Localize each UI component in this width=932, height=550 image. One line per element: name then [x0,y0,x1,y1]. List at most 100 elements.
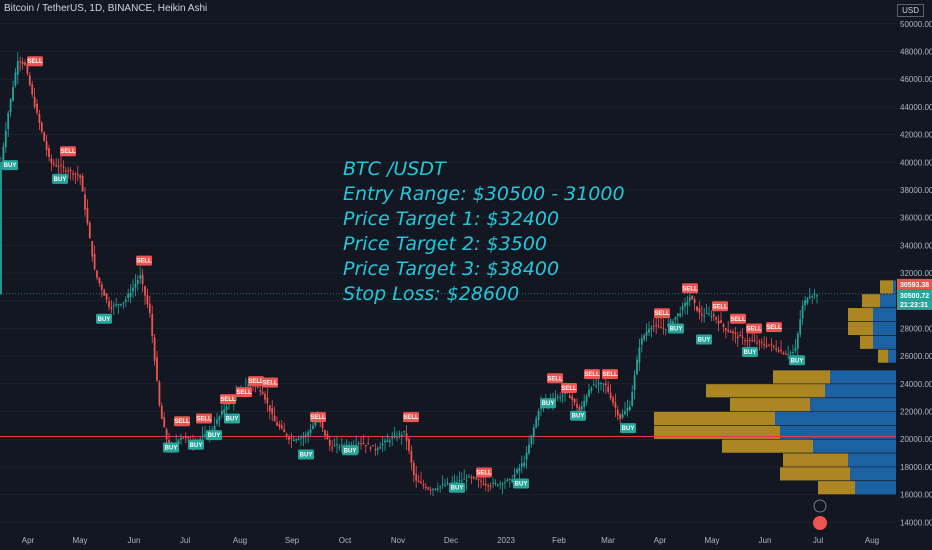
signal-label-box [547,373,563,384]
candle-body [465,480,468,482]
signal-label: SELL [236,390,252,396]
candle-body [398,433,401,435]
candle-body [568,395,571,399]
last-price-tag-box [897,289,932,310]
candle-body [348,444,350,446]
signal-label: BUY [542,401,555,407]
candle-body [132,287,134,292]
signal-label: SELL [654,311,670,317]
vp-buy-bar [780,467,850,481]
candle-body [261,391,264,395]
sell-signal: SELL [746,323,762,334]
candle-body [688,297,691,301]
candle-body [336,444,338,446]
candle-body [146,295,149,305]
candle-body [136,279,139,284]
y-tick-label: 34000.00 [900,241,932,250]
candle-body [580,406,583,410]
buy-signal: BUY [96,313,112,324]
candle-body [84,194,86,210]
candle-body [614,402,617,408]
candle-body [86,207,89,224]
signal-label: SELL [174,419,190,425]
vp-buy-bar [878,349,888,363]
signal-label-box [27,56,43,67]
sell-signal: SELL [248,376,264,387]
candle-body [376,448,379,451]
candle-body [804,300,806,306]
candle-body [2,146,5,164]
candle-body [55,165,58,167]
signal-label-box [668,323,684,334]
candle-body [561,395,564,397]
lightning-icon [813,499,827,513]
candle-body [537,411,540,420]
candle-body [108,301,110,307]
price-axis[interactable]: 14000.00 16000.00 18000.00 20000.00 22000.00… [900,20,932,527]
candle-body [494,482,497,484]
candle-body [309,429,312,433]
vp-sell-bar [775,411,896,426]
candle-body [201,435,204,438]
x-tick-label: Oct [339,536,352,545]
candle-body [26,63,29,74]
candle-body [379,447,382,449]
sell-signal: SELL [730,313,746,324]
candle-body [633,375,636,391]
candle-body [292,440,295,442]
sell-signal: SELL [682,283,698,294]
vp-sell-bar [813,439,896,453]
candle-body [477,478,480,480]
vp-buy-bar [862,294,880,308]
signal-label-box [174,416,190,427]
candle-body [602,383,605,385]
vp-sell-bar [830,370,896,384]
candle-body [576,404,578,408]
candle-body [410,450,413,463]
candle-body [21,61,24,65]
candle-body [751,340,754,342]
candle-body [753,340,756,342]
vp-sell-bar [873,335,896,349]
candle-body [444,484,446,486]
signal-label-box [342,445,358,456]
signal-label: SELL [730,317,746,323]
time-axis[interactable]: Apr May Jun Jul Aug Sep Oct Nov Dec 2023 Feb Mar Apr… [22,536,879,545]
candle-body [225,407,228,411]
sell-signal: SELL [584,369,600,380]
candle-body [9,98,12,113]
vp-buy-bar [848,321,873,336]
candle-body [664,329,667,331]
x-tick-label: Jun [128,536,141,545]
sell-signal: SELL [236,387,252,398]
candle-body [302,436,305,438]
candle-body [180,437,182,440]
buy-signal: BUY [188,439,204,450]
sell-signal: SELL [403,412,419,423]
signal-label-box [136,255,152,266]
candle-body [482,483,485,485]
candle-body [122,302,125,304]
buy-signal: BUY [224,413,240,424]
y-tick-label: 28000.00 [900,324,932,333]
candle-body [324,429,326,436]
candle-body [52,163,55,165]
candle-body [268,405,271,412]
candle-body [441,484,444,486]
candle-body [604,383,607,386]
candle-body [0,162,2,294]
candle-body [775,348,778,350]
candle-body [484,484,487,486]
candle-body [312,425,314,429]
currency-badge[interactable]: USD [897,4,924,17]
support-line [0,293,896,437]
candle-body [765,345,768,347]
y-tick-label: 46000.00 [900,75,932,84]
candle-body [285,433,288,437]
vp-sell-bar [810,398,896,412]
signal-label: SELL [60,149,76,155]
candle-body [144,286,146,296]
candle-body [597,383,600,385]
candle-body [110,307,113,309]
